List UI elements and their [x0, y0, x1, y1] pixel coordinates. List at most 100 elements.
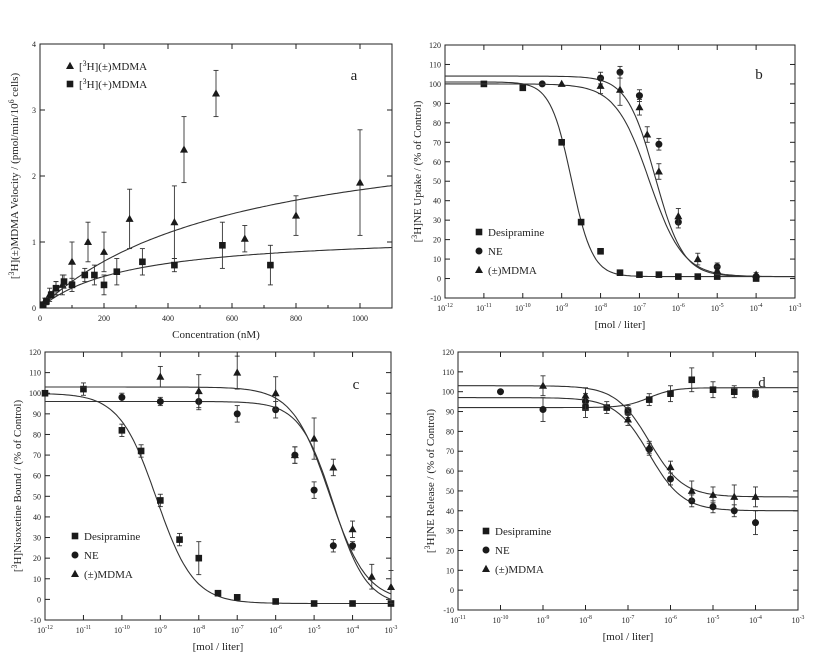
- y-axis-title: [3H]NE Release / (% of Control): [423, 409, 437, 554]
- data-point: [60, 278, 68, 285]
- data-point: [709, 503, 717, 511]
- y-tick-label: 0: [437, 275, 441, 284]
- data-point: [118, 427, 126, 434]
- legend-label: [3H](+)MDMA: [79, 77, 147, 91]
- data-point: [519, 84, 527, 92]
- y-tick-label: 80: [446, 427, 454, 436]
- y-axis-title: [3H]Nisoxetine Bound / (% of Control): [10, 400, 24, 573]
- y-tick-label: 70: [33, 451, 41, 460]
- data-point: [713, 273, 721, 280]
- x-tick-label: 10-9: [555, 303, 568, 313]
- data-point: [387, 582, 395, 591]
- x-tick-label: 10-10: [114, 625, 130, 635]
- data-point: [709, 386, 717, 394]
- panel-d: 10-11 10-10 10-9 10-8 10-7 10-6 10-5 10-4 10-3 -1…: [423, 348, 805, 643]
- y-tick-label: 40: [433, 197, 441, 206]
- data-point: [730, 492, 739, 500]
- x-tick-label: 10-12: [37, 625, 53, 635]
- series--mdma: [458, 375, 798, 510]
- data-point: [292, 211, 300, 219]
- y-axis-title: [3H]NE Uptake / (% of Control): [410, 100, 424, 242]
- legend-marker: [482, 546, 490, 554]
- data-point: [180, 145, 188, 153]
- y-tick-label: 30: [433, 216, 441, 225]
- legend-marker: [71, 532, 79, 540]
- data-point: [170, 218, 179, 226]
- y-tick-label: 4: [32, 40, 36, 49]
- data-point: [267, 261, 274, 269]
- data-point: [194, 386, 203, 395]
- data-point: [349, 600, 356, 607]
- x-tick-label: 10-7: [231, 625, 244, 635]
- data-point: [156, 372, 165, 380]
- legend-marker: [71, 551, 79, 559]
- y-tick-label: 100: [429, 80, 441, 89]
- data-point: [272, 598, 279, 605]
- legend-marker: [482, 527, 490, 535]
- data-point: [752, 390, 759, 397]
- x-tick-label: 10-4: [749, 615, 762, 625]
- data-point: [654, 167, 663, 175]
- data-point: [596, 81, 605, 89]
- data-point: [84, 237, 92, 245]
- legend-marker: [482, 564, 490, 572]
- legend-label: (±)MDMA: [488, 265, 537, 277]
- data-point: [100, 247, 108, 255]
- data-point: [713, 266, 722, 274]
- x-tick-label: 10-11: [450, 615, 466, 625]
- x-tick-label: 10-5: [707, 615, 720, 625]
- y-tick-label: 30: [33, 534, 41, 543]
- data-point: [68, 257, 76, 265]
- x-tick-label: 600: [226, 314, 238, 323]
- x-tick-label: 10-11: [476, 303, 492, 313]
- fit-curve: [445, 83, 795, 278]
- fit-curve: [458, 385, 798, 498]
- data-point: [219, 242, 226, 249]
- data-point: [539, 381, 547, 389]
- data-point: [329, 542, 337, 550]
- y-tick-label: 20: [33, 554, 41, 563]
- data-point: [310, 434, 319, 442]
- data-point: [616, 85, 624, 93]
- x-tick-label: 10-10: [515, 303, 531, 313]
- y-tick-label: 60: [446, 467, 454, 476]
- legend-label: NE: [84, 550, 99, 562]
- x-tick-label: 10-9: [154, 625, 167, 635]
- data-point: [348, 525, 357, 533]
- data-point: [290, 450, 299, 459]
- y-tick-label: 110: [429, 60, 441, 69]
- legend-label: NE: [488, 246, 503, 258]
- legend-marker: [66, 80, 74, 88]
- data-point: [645, 443, 654, 451]
- x-tick-label: 0: [38, 314, 42, 323]
- data-point: [687, 486, 696, 494]
- data-point: [667, 475, 674, 483]
- data-point: [80, 385, 87, 393]
- panel-c: 10-12 10-11 10-10 10-9 10-8 10-7 10-6 10-5 10-4 1…: [10, 348, 398, 653]
- y-tick-label: 70: [433, 138, 441, 147]
- y-tick-label: 0: [32, 304, 36, 313]
- y-tick-label: -10: [30, 616, 41, 625]
- plot-frame: [444, 44, 796, 299]
- legend-label: (±)MDMA: [84, 569, 133, 581]
- panel-label: c: [353, 377, 360, 393]
- data-point: [195, 554, 203, 562]
- y-tick-label: 40: [446, 507, 454, 516]
- x-tick-label: 10-6: [664, 615, 677, 625]
- data-point: [356, 178, 364, 186]
- x-axis-title: [mol / liter]: [595, 319, 646, 331]
- data-point: [643, 130, 652, 138]
- series--mdma: [445, 73, 795, 278]
- legend-label: NE: [495, 545, 510, 557]
- data-point: [233, 368, 242, 376]
- y-tick-label: 0: [37, 595, 41, 604]
- x-tick-label: 10-9: [537, 615, 550, 625]
- legend-marker: [475, 247, 483, 255]
- data-point: [635, 92, 643, 100]
- y-tick-label: 60: [433, 158, 441, 167]
- y-tick-label: 50: [446, 487, 454, 496]
- data-point: [68, 281, 76, 289]
- panel-label: b: [755, 67, 763, 83]
- data-point: [709, 490, 717, 498]
- data-point: [655, 271, 663, 278]
